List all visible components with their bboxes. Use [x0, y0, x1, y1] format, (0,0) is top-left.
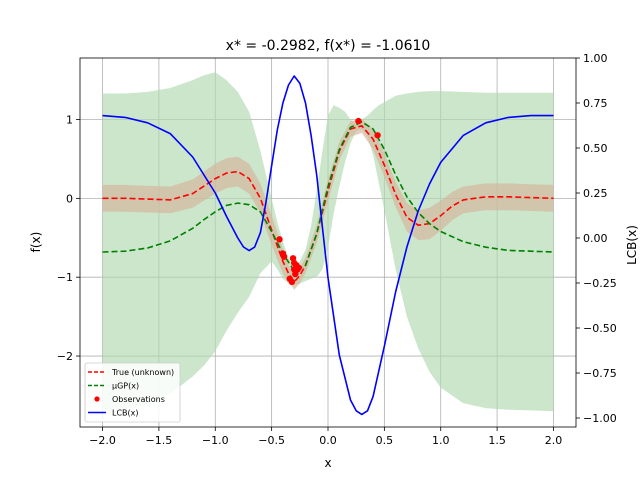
legend-box: [84, 362, 181, 423]
legend-label: μGP(x): [112, 382, 139, 391]
observation-point: [276, 236, 283, 243]
gp-mean-line: [102, 121, 554, 272]
confidence-bands: [102, 72, 554, 412]
y2-tick-label: 1.00: [583, 52, 608, 65]
chart-title: x* = -0.2982, f(x*) = -1.0610: [226, 38, 431, 54]
legend-marker: [94, 396, 100, 402]
y2-tick-label: 0.25: [583, 187, 608, 200]
observations: [276, 117, 381, 286]
x-tick-label: −0.5: [258, 434, 285, 447]
observation-point: [295, 264, 302, 271]
y-axis-label: f(x): [29, 232, 43, 253]
observation-point: [355, 117, 362, 125]
x-tick-label: −1.5: [146, 434, 173, 447]
legend-label: True (unknown): [111, 368, 174, 377]
x-tick-label: −2.0: [89, 434, 116, 447]
y2-tick-label: −0.50: [583, 322, 617, 335]
y2-tick-label: −0.75: [583, 367, 617, 380]
x-tick-label: 1.5: [488, 434, 506, 447]
band-gp-confidence: [102, 72, 554, 412]
series-lines: [102, 75, 554, 416]
y2-tick-label: 0.50: [583, 142, 608, 155]
x-tick-label: 1.0: [432, 434, 450, 447]
y-axis-left: −2 −1 0 1: [57, 114, 80, 363]
observation-point: [280, 253, 288, 260]
y2-tick-label: −1.00: [583, 412, 617, 425]
observation-point: [374, 132, 381, 139]
band-true-uncertainty: [102, 118, 554, 290]
legend: True (unknown) μGP(x) Observations LCB(x): [84, 362, 181, 423]
lcb-line: [102, 75, 554, 416]
y2-tick-label: −0.25: [583, 277, 617, 290]
x-tick-label: 0.0: [319, 434, 337, 447]
x-axis: −2.0 −1.5 −1.0 −0.5 0.0 0.5 1.0 1.5 2.0: [89, 427, 562, 447]
y2-axis-label: LCB(x): [625, 225, 639, 265]
x-tick-label: −1.0: [202, 434, 229, 447]
y-axis-right: −1.00 −0.75 −0.50 −0.25 0.00 0.25 0.50 0.75 1.00: [576, 52, 617, 425]
y-tick-label: −1: [57, 271, 73, 284]
y-tick-label: 1: [66, 114, 73, 127]
x-tick-label: 2.0: [545, 434, 563, 447]
y2-tick-label: 0.00: [583, 232, 608, 245]
y2-tick-label: 0.75: [583, 97, 608, 110]
x-axis-label: x: [324, 456, 331, 470]
y-tick-label: −2: [57, 350, 73, 363]
observation-point: [288, 278, 296, 286]
legend-label: LCB(x): [112, 409, 139, 418]
x-tick-label: 0.5: [376, 434, 394, 447]
y-tick-label: 0: [66, 192, 73, 205]
legend-label: Observations: [112, 395, 165, 404]
